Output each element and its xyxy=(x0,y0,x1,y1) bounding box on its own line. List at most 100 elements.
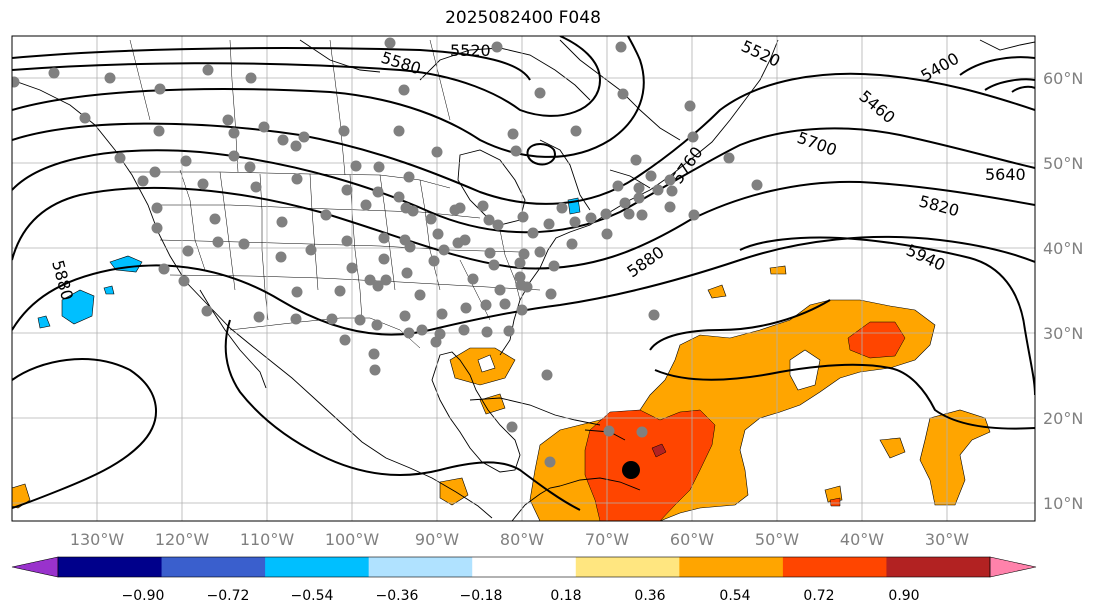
station-dot xyxy=(48,67,60,79)
station-dot xyxy=(320,209,332,221)
station-dot xyxy=(517,211,529,223)
colorbar-swatch xyxy=(472,557,577,577)
station-dot xyxy=(245,72,257,84)
height-contours xyxy=(12,36,1035,511)
colorbar-tick-label: 0.72 xyxy=(803,588,834,604)
station-dot xyxy=(503,325,515,337)
station-dot xyxy=(617,88,629,100)
station-dot xyxy=(180,155,192,167)
station-dot xyxy=(399,310,411,322)
station-dot xyxy=(334,285,346,297)
station-dot xyxy=(600,208,612,220)
station-dot xyxy=(228,127,240,139)
station-dot xyxy=(372,186,384,198)
station-dot xyxy=(341,184,353,196)
station-dot xyxy=(623,208,635,220)
colorbar-extend-max xyxy=(989,556,1037,578)
station-dot xyxy=(541,369,553,381)
station-dot xyxy=(253,311,265,323)
longitude-label: 120°W xyxy=(155,530,210,549)
station-dot xyxy=(484,247,496,259)
station-dot xyxy=(506,421,518,433)
station-dot xyxy=(458,324,470,336)
station-dot xyxy=(570,125,582,137)
station-dot xyxy=(428,255,440,267)
station-dot xyxy=(467,273,479,285)
station-dot xyxy=(481,326,493,338)
station-dot xyxy=(477,200,489,212)
station-dot xyxy=(652,184,664,196)
station-dot xyxy=(684,100,696,112)
station-dot xyxy=(338,125,350,137)
station-dot xyxy=(201,305,213,317)
station-dots xyxy=(12,37,763,468)
graticule xyxy=(12,36,1035,521)
station-dot xyxy=(534,87,546,99)
station-dot xyxy=(384,37,396,49)
station-dot xyxy=(516,304,528,316)
station-dot xyxy=(228,150,240,162)
station-dot xyxy=(137,175,149,187)
station-dot xyxy=(585,212,597,224)
storm-center-marker xyxy=(622,461,640,479)
station-dot xyxy=(460,302,472,314)
station-dot xyxy=(212,236,224,248)
station-dot xyxy=(250,181,262,193)
station-dot xyxy=(480,299,492,311)
station-dot xyxy=(403,327,415,339)
longitude-axis: 130°W 120°W 110°W 100°W 90°W 80°W 70°W 6… xyxy=(70,530,969,549)
colorbar-swatch xyxy=(265,557,370,577)
station-dot xyxy=(633,182,645,194)
station-dot xyxy=(645,170,657,182)
station-dot xyxy=(258,121,270,133)
station-dot xyxy=(182,245,194,257)
station-dot xyxy=(238,238,250,250)
colorbar-swatch xyxy=(575,557,680,577)
map-frame xyxy=(11,35,1036,522)
station-dot xyxy=(277,134,289,146)
station-dot xyxy=(378,232,390,244)
station-dot xyxy=(518,248,530,260)
station-dot xyxy=(222,114,234,126)
station-dot xyxy=(153,125,165,137)
station-dot xyxy=(414,289,426,301)
latitude-label: 20°N xyxy=(1043,409,1083,428)
station-dot xyxy=(79,112,91,124)
station-dot xyxy=(514,271,526,283)
station-dot xyxy=(371,319,383,331)
station-dot xyxy=(291,173,303,185)
station-dot xyxy=(407,205,419,217)
station-dot xyxy=(154,83,166,95)
positive-anomaly-darkred xyxy=(651,443,667,458)
station-dot xyxy=(305,244,317,256)
colorbar-tick-label: 0.18 xyxy=(550,588,581,604)
station-dot xyxy=(664,174,676,186)
colorbar-tick-label: −0.36 xyxy=(376,588,419,604)
station-dot xyxy=(369,364,381,376)
station-dot xyxy=(104,72,116,84)
latitude-label: 60°N xyxy=(1043,69,1083,88)
station-dot xyxy=(648,309,660,321)
colorbar-swatch xyxy=(161,557,266,577)
station-dot xyxy=(492,219,504,231)
longitude-label: 30°W xyxy=(925,530,969,549)
station-dot xyxy=(373,161,385,173)
station-dot xyxy=(398,84,410,96)
station-dot xyxy=(339,334,351,346)
colorbar xyxy=(11,556,1037,578)
station-dot xyxy=(151,202,163,214)
latitude-label: 10°N xyxy=(1043,494,1083,513)
colorbar-swatch xyxy=(886,557,991,577)
latitude-label: 40°N xyxy=(1043,239,1083,258)
station-dot xyxy=(364,274,376,286)
contour-label: 5640 xyxy=(985,165,1026,184)
colorbar-tick-label: −0.90 xyxy=(122,588,165,604)
station-dot xyxy=(209,213,221,225)
station-dot xyxy=(548,260,560,272)
station-dot xyxy=(723,152,735,164)
station-dot xyxy=(510,145,522,157)
colorbar-tick-label: −0.54 xyxy=(291,588,334,604)
station-dot xyxy=(514,257,526,269)
station-dot xyxy=(544,456,556,468)
